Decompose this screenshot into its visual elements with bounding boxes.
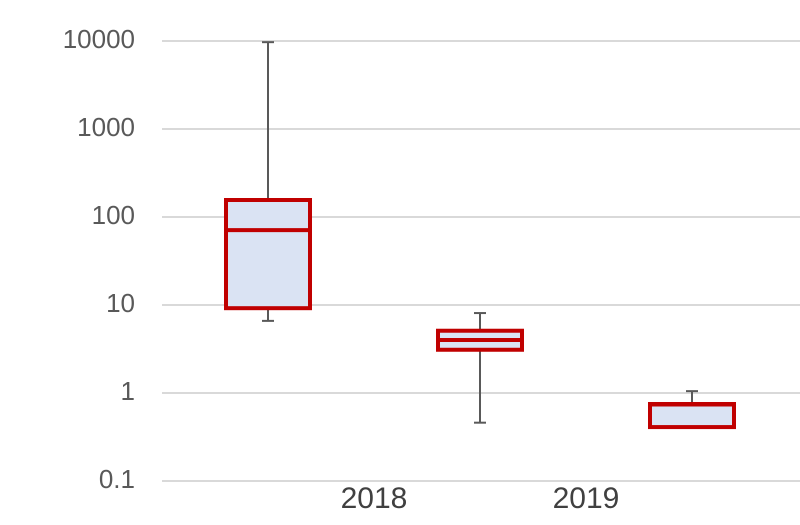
y-tick-label: 100 bbox=[92, 200, 135, 230]
x-tick-label: 2018 bbox=[341, 482, 408, 515]
y-tick-label: 10 bbox=[106, 288, 135, 318]
y-tick-label: 1000 bbox=[77, 112, 135, 142]
x-tick-label: 2019 bbox=[553, 482, 620, 515]
box bbox=[224, 198, 312, 311]
y-tick-label: 10000 bbox=[63, 24, 135, 54]
y-tick-label: 1 bbox=[121, 376, 135, 406]
y-tick-label: 0.1 bbox=[99, 464, 135, 494]
box bbox=[648, 401, 736, 430]
